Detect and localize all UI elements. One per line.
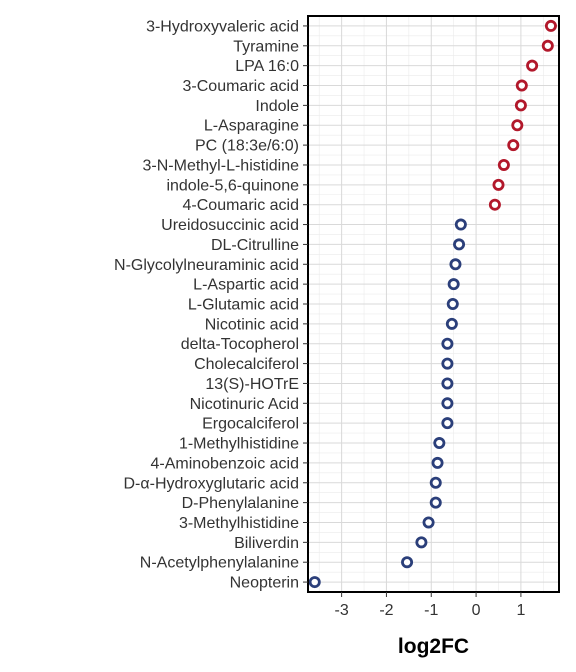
data-point	[441, 337, 454, 350]
data-point	[511, 119, 524, 132]
y-tick-label: Nicotinuric Acid	[190, 396, 299, 413]
y-tick-label: 13(S)-HOTrE	[205, 376, 299, 393]
data-point	[445, 317, 458, 330]
x-axis-title: log2FC	[398, 635, 469, 658]
x-tick-label: 0	[472, 602, 481, 619]
data-point	[401, 556, 414, 569]
y-tick-label: 4-Aminobenzoic acid	[150, 455, 299, 472]
y-tick-label: 3-Methylhistidine	[179, 515, 299, 532]
y-tick-label: 4-Coumaric acid	[183, 197, 299, 214]
y-tick-label: L-Glutamic acid	[188, 297, 299, 314]
y-tick-label: PC (18:3e/6:0)	[195, 138, 299, 155]
y-tick-label: Cholecalciferol	[194, 356, 299, 373]
data-point	[514, 99, 527, 112]
data-point	[544, 19, 557, 32]
y-tick-label: Nicotinic acid	[205, 316, 299, 333]
data-point	[441, 417, 454, 430]
data-point	[526, 59, 539, 72]
x-tick-label: -1	[424, 602, 438, 619]
y-axis: 3-Hydroxyvaleric acid Tyramine LPA 16:0 3-C…	[114, 18, 308, 592]
data-point	[308, 576, 321, 589]
data-point	[415, 536, 428, 549]
y-tick-label: 1-Methylhistidine	[179, 436, 299, 453]
y-tick-label: delta-Tocopherol	[181, 336, 299, 353]
data-point	[422, 516, 435, 529]
y-tick-label: Ureidosuccinic acid	[161, 217, 299, 234]
data-point	[541, 39, 554, 52]
y-tick-label: Biliverdin	[234, 535, 299, 552]
y-tick-label: DL-Citrulline	[211, 237, 299, 254]
data-point	[429, 496, 442, 509]
y-tick-label: LPA 16:0	[235, 58, 299, 75]
grid-minor-lines	[308, 15, 559, 593]
y-tick-label: Tyramine	[233, 38, 299, 55]
y-tick-label: Ergocalciferol	[202, 416, 299, 433]
y-tick-label: D-α-Hydroxyglutaric acid	[123, 475, 299, 492]
x-tick-label: 1	[516, 602, 525, 619]
data-point	[507, 139, 520, 152]
y-tick-label: N-Acetylphenylalanine	[140, 555, 299, 572]
data-point	[497, 158, 510, 171]
y-tick-label: 3-Coumaric acid	[183, 78, 299, 95]
data-point	[449, 258, 462, 271]
data-point	[429, 476, 442, 489]
data-point	[441, 357, 454, 370]
data-points	[308, 19, 557, 589]
y-tick-label: Neopterin	[230, 575, 299, 592]
data-point	[447, 278, 460, 291]
data-point	[441, 397, 454, 410]
x-tick-label: -3	[334, 602, 348, 619]
data-point	[453, 238, 466, 251]
data-point	[515, 79, 528, 92]
data-point	[441, 377, 454, 390]
data-point	[454, 218, 467, 231]
y-tick-label: N-Glycolylneuraminic acid	[114, 257, 299, 274]
data-point	[446, 297, 459, 310]
y-tick-label: L-Aspartic acid	[193, 277, 299, 294]
data-point	[492, 178, 505, 191]
y-tick-label: Indole	[255, 98, 299, 115]
y-tick-label: D-Phenylalanine	[182, 495, 300, 512]
x-axis: -3 -2 -1 0 1	[334, 592, 525, 619]
data-point	[488, 198, 501, 211]
y-tick-label: L-Asparagine	[204, 118, 299, 135]
y-tick-label: 3-N-Methyl-L-histidine	[143, 157, 300, 174]
data-point	[433, 437, 446, 450]
x-tick-label: -2	[379, 602, 393, 619]
y-tick-label: 3-Hydroxyvaleric acid	[146, 18, 299, 35]
y-tick-label: indole-5,6-quinone	[166, 177, 299, 194]
data-point	[431, 456, 444, 469]
